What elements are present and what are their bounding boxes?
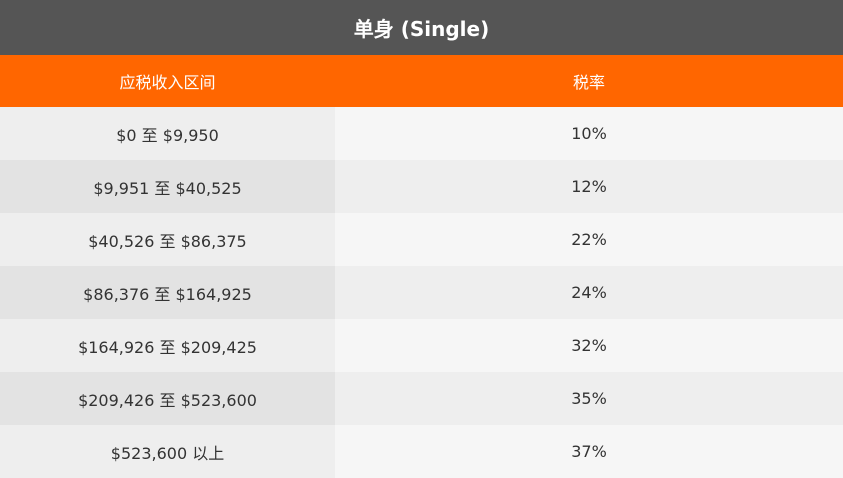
- income-range-cell: $164,926 至 $209,425: [0, 319, 335, 372]
- income-range-cell: $523,600 以上: [0, 425, 335, 478]
- table-row: $209,426 至 $523,600 35%: [0, 372, 843, 425]
- table-row: $523,600 以上 37%: [0, 425, 843, 478]
- tax-rate-cell: 12%: [335, 160, 843, 213]
- income-range-cell: $9,951 至 $40,525: [0, 160, 335, 213]
- income-range-cell: $0 至 $9,950: [0, 107, 335, 160]
- income-range-cell: $86,376 至 $164,925: [0, 266, 335, 319]
- header-tax-rate: 税率: [572, 73, 605, 93]
- tax-rate-cell: 24%: [335, 266, 843, 319]
- income-range-cell: $40,526 至 $86,375: [0, 213, 335, 266]
- table-header-row: 应税收入区间 税率: [0, 55, 843, 107]
- table-row: $86,376 至 $164,925 24%: [0, 266, 843, 319]
- tax-rate-cell: 22%: [335, 213, 843, 266]
- tax-rate-cell: 32%: [335, 319, 843, 372]
- table-row: $9,951 至 $40,525 12%: [0, 160, 843, 213]
- table-body: $0 至 $9,950 10% $9,951 至 $40,525 12% $40…: [0, 107, 843, 478]
- table-row: $164,926 至 $209,425 32%: [0, 319, 843, 372]
- tax-rate-cell: 10%: [335, 107, 843, 160]
- income-range-cell: $209,426 至 $523,600: [0, 372, 335, 425]
- table-title: 单身 (Single): [0, 0, 843, 56]
- tax-rate-cell: 37%: [335, 425, 843, 478]
- header-income-range: 应税收入区间: [119, 73, 216, 93]
- table-row: $40,526 至 $86,375 22%: [0, 213, 843, 266]
- table-row: $0 至 $9,950 10%: [0, 107, 843, 160]
- tax-rate-cell: 35%: [335, 372, 843, 425]
